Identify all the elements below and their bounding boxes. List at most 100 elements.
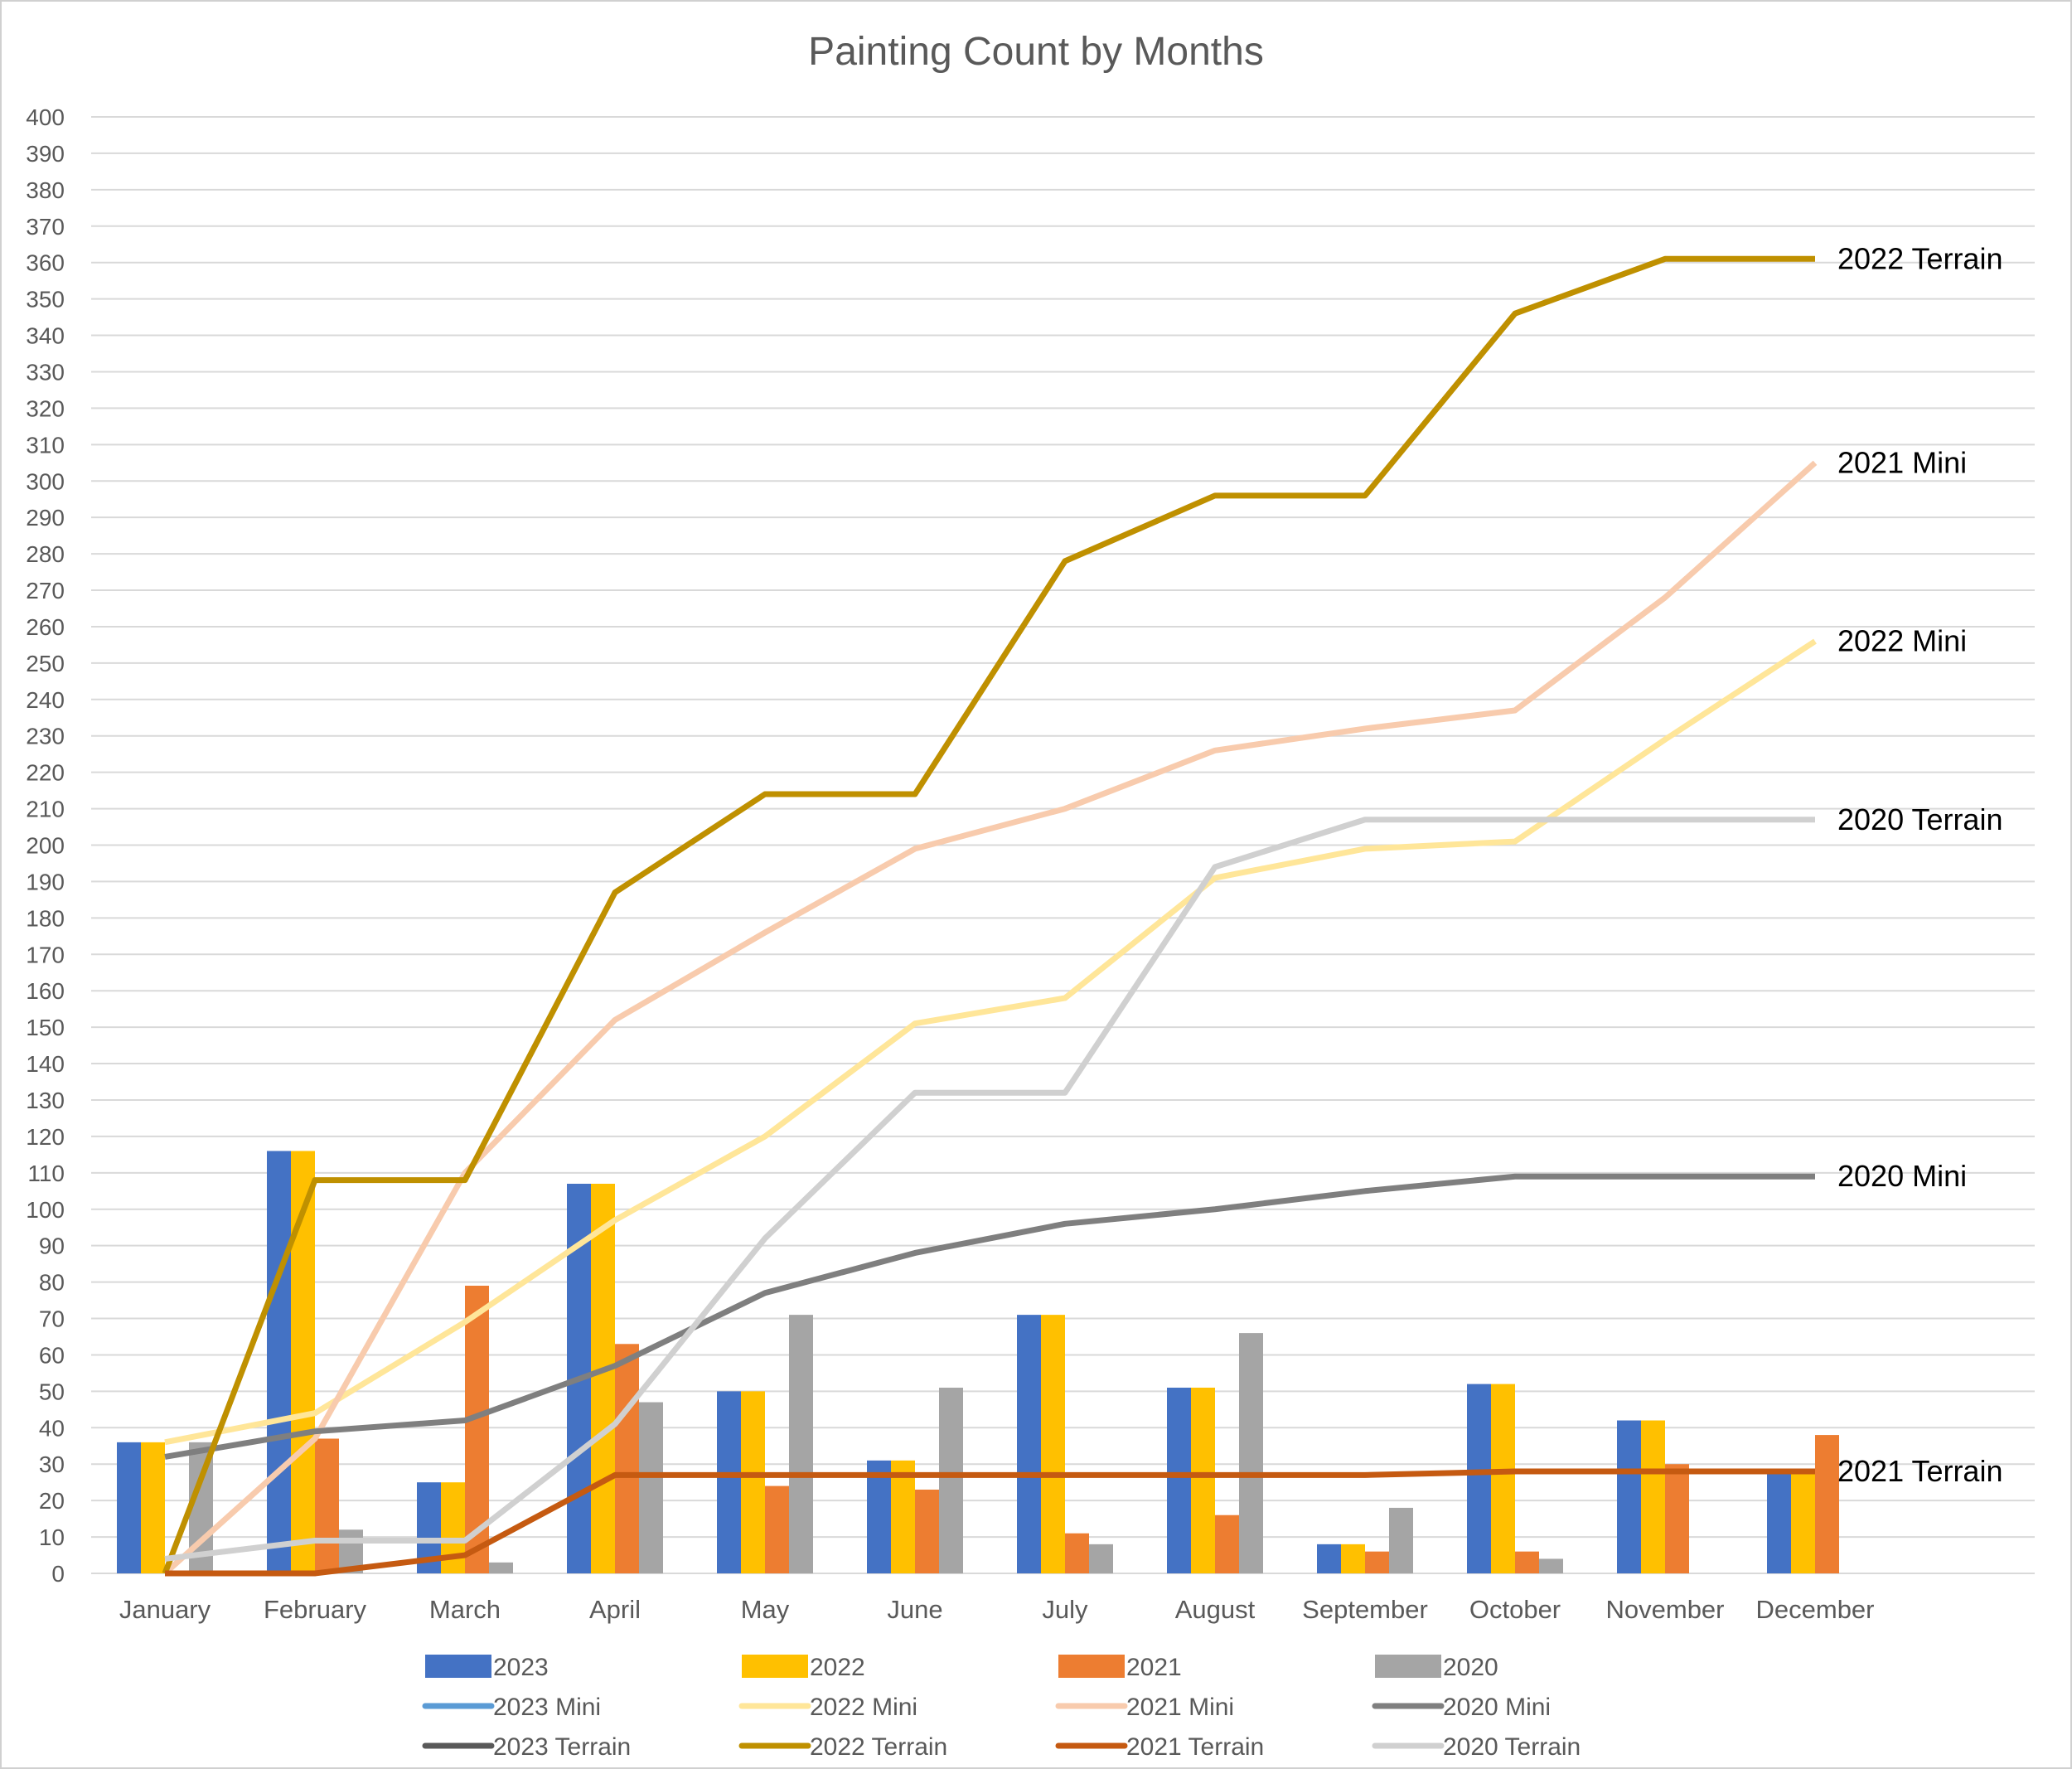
bar-2020-september <box>1389 1507 1413 1573</box>
bar-2020-march <box>489 1562 513 1573</box>
y-tick-150: 150 <box>26 1015 65 1040</box>
bar-2022-june <box>891 1460 915 1573</box>
legend-label-2020-mini: 2020 Mini <box>1443 1694 1551 1721</box>
y-tick-250: 250 <box>26 651 65 676</box>
line-2022-terrain <box>162 255 1815 1575</box>
y-tick-400: 400 <box>26 104 65 130</box>
y-tick-210: 210 <box>26 797 65 822</box>
y-tick-40: 40 <box>39 1415 65 1441</box>
y-tick-220: 220 <box>26 760 65 786</box>
legend-label-2023: 2023 <box>493 1654 549 1681</box>
y-tick-120: 120 <box>26 1124 65 1150</box>
bar-2020-june <box>939 1387 963 1573</box>
legend-label-2020: 2020 <box>1443 1654 1498 1681</box>
line-2021-terrain <box>165 1468 1815 1577</box>
x-tick-april: April <box>589 1595 641 1624</box>
bar-2021-april <box>615 1344 639 1573</box>
bar-2023-may <box>717 1391 741 1573</box>
bar-2021-july <box>1065 1533 1089 1573</box>
legend-label-2021: 2021 <box>1126 1654 1182 1681</box>
bar-2022-february <box>291 1151 315 1573</box>
bar-2021-august <box>1215 1515 1239 1573</box>
gridlines <box>91 116 2035 1574</box>
legend-label-2021-mini: 2021 Mini <box>1126 1694 1234 1721</box>
bar-2022-may <box>741 1391 765 1573</box>
bar-2022-november <box>1641 1420 1665 1573</box>
y-tick-330: 330 <box>26 359 65 385</box>
bar-2023-september <box>1317 1544 1341 1573</box>
y-tick-300: 300 <box>26 468 65 494</box>
bar-2021-may <box>765 1485 789 1573</box>
y-tick-380: 380 <box>26 177 65 203</box>
bar-2020-august <box>1239 1333 1263 1573</box>
x-tick-february: February <box>264 1595 367 1624</box>
y-tick-160: 160 <box>26 978 65 1004</box>
label-2021-mini: 2021 Mini <box>1837 445 1967 479</box>
y-tick-20: 20 <box>39 1488 65 1514</box>
bar-2023-june <box>867 1460 891 1573</box>
y-tick-350: 350 <box>26 287 65 313</box>
bar-2022-september <box>1341 1544 1365 1573</box>
legend-swatch-2020 <box>1375 1655 1441 1678</box>
legend-item-2021-terrain: 2021 Terrain <box>1055 1733 1264 1761</box>
bar-2022-december <box>1791 1471 1815 1573</box>
x-tick-september: September <box>1302 1595 1428 1624</box>
y-tick-370: 370 <box>26 214 65 240</box>
bar-2022-january <box>141 1442 165 1573</box>
bar-2022-april <box>591 1184 615 1573</box>
bar-2020-may <box>789 1315 813 1573</box>
x-tick-march: March <box>429 1595 501 1624</box>
y-tick-320: 320 <box>26 395 65 421</box>
y-tick-230: 230 <box>26 724 65 749</box>
x-tick-july: July <box>1042 1595 1088 1624</box>
y-tick-290: 290 <box>26 505 65 531</box>
bar-2020-october <box>1539 1558 1563 1573</box>
legend: 2023 2022 2021 2020 2023 Mini 2022 Mini 2021 M… <box>422 1654 1581 1761</box>
legend-item-2020-terrain: 2020 Terrain <box>1372 1733 1581 1761</box>
legend-item-2023-mini: 2023 Mini <box>422 1694 601 1721</box>
legend-item-2021-mini: 2021 Mini <box>1055 1694 1234 1721</box>
y-tick-180: 180 <box>26 905 65 931</box>
y-tick-90: 90 <box>39 1233 65 1259</box>
legend-item-2023-terrain: 2023 Terrain <box>422 1733 631 1761</box>
legend-swatch-2023 <box>425 1655 491 1678</box>
legend-label-2022-terrain: 2022 Terrain <box>810 1733 947 1761</box>
legend-item-2022-mini: 2022 Mini <box>738 1694 917 1721</box>
bar-2023-january <box>117 1442 141 1573</box>
y-tick-190: 190 <box>26 869 65 894</box>
bar-2021-october <box>1515 1551 1539 1573</box>
bar-2021-november <box>1665 1464 1689 1573</box>
y-tick-310: 310 <box>26 432 65 458</box>
y-tick-170: 170 <box>26 942 65 967</box>
legend-label-2023-terrain: 2023 Terrain <box>493 1733 631 1761</box>
bar-2021-december <box>1815 1435 1839 1573</box>
legend-item-2023: 2023 <box>425 1654 549 1681</box>
bar-2021-february <box>315 1438 339 1573</box>
line-2020-mini <box>164 1173 1815 1460</box>
y-tick-50: 50 <box>39 1379 65 1404</box>
label-2021-terrain: 2021 Terrain <box>1837 1454 2002 1488</box>
bar-2021-september <box>1365 1551 1389 1573</box>
y-tick-280: 280 <box>26 541 65 567</box>
legend-item-2020: 2020 <box>1375 1654 1498 1681</box>
y-tick-0: 0 <box>51 1561 65 1587</box>
lines <box>162 255 1818 1577</box>
y-tick-340: 340 <box>26 323 65 349</box>
line-2020-terrain <box>164 817 1815 1562</box>
legend-item-2020-mini: 2020 Mini <box>1372 1694 1551 1721</box>
legend-item-2022-terrain: 2022 Terrain <box>738 1733 947 1761</box>
label-2020-terrain: 2020 Terrain <box>1837 802 2002 836</box>
label-2022-terrain: 2022 Terrain <box>1837 241 2002 275</box>
bar-2023-july <box>1017 1315 1041 1573</box>
y-tick-270: 270 <box>26 578 65 603</box>
legend-item-2022: 2022 <box>742 1654 865 1681</box>
x-tick-october: October <box>1469 1595 1561 1624</box>
y-tick-260: 260 <box>26 614 65 640</box>
legend-label-2022: 2022 <box>810 1654 865 1681</box>
y-tick-360: 360 <box>26 250 65 276</box>
y-tick-110: 110 <box>27 1161 65 1186</box>
y-tick-390: 390 <box>26 141 65 167</box>
bar-2023-november <box>1617 1420 1641 1573</box>
y-tick-80: 80 <box>39 1270 65 1296</box>
